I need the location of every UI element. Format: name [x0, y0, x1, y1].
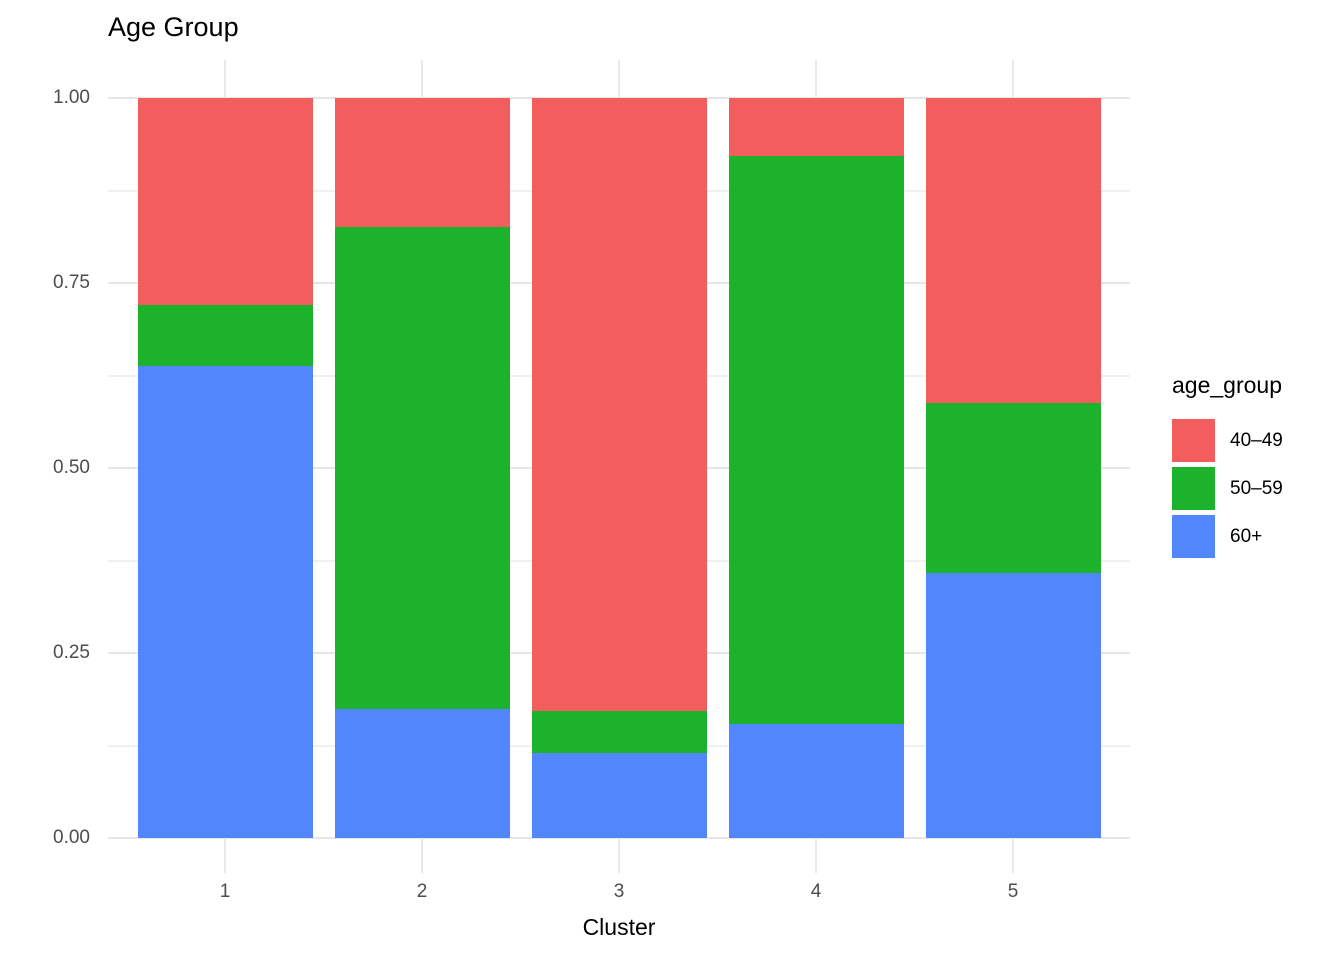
legend-key: 60+ — [1172, 515, 1283, 558]
bar-segment — [137, 305, 313, 366]
bar-segment — [334, 709, 510, 838]
bar-segment — [334, 98, 510, 227]
x-tick-label: 4 — [810, 881, 822, 902]
legend-swatch — [1172, 515, 1215, 558]
bar-segment — [728, 155, 904, 725]
legend-key: 40–49 — [1172, 419, 1283, 462]
bar-segment — [728, 98, 904, 156]
x-tick-label: 1 — [219, 881, 231, 902]
legend-swatch — [1172, 419, 1215, 462]
bar-segment — [531, 752, 707, 838]
x-axis-title: Cluster — [582, 914, 656, 940]
plot-panel — [108, 60, 1130, 873]
y-tick-label: 1.00 — [53, 87, 90, 108]
bar-segment — [728, 724, 904, 838]
y-tick-label: 0.75 — [53, 272, 90, 293]
bar-segment — [531, 98, 707, 711]
legend-title: age_group — [1172, 372, 1282, 398]
chart-title: Age Group — [108, 12, 239, 42]
bar-segment — [334, 226, 510, 710]
legend: age_group 40–49 50–59 60+ — [1172, 372, 1283, 563]
y-tick-label: 0.00 — [53, 827, 90, 848]
legend-keys: 40–49 50–59 60+ — [1172, 419, 1283, 563]
x-tick-label: 2 — [416, 881, 428, 902]
bar-segment — [925, 573, 1101, 838]
legend-label: 50–59 — [1230, 477, 1283, 499]
y-tick-label: 0.25 — [53, 642, 90, 663]
bar-segment — [925, 402, 1101, 574]
bar-segment — [531, 710, 707, 753]
bar-segment — [137, 98, 313, 306]
y-axis: 1.00 0.75 0.50 0.25 0.00 — [0, 60, 90, 873]
y-tick-label: 0.50 — [53, 457, 90, 478]
x-axis: 1 2 3 4 5 — [108, 880, 1130, 908]
legend-label: 60+ — [1230, 525, 1263, 547]
x-tick-label: 3 — [613, 881, 625, 902]
x-tick-label: 5 — [1007, 881, 1019, 902]
legend-label: 40–49 — [1230, 429, 1283, 451]
bar-segment — [137, 365, 313, 838]
legend-key: 50–59 — [1172, 467, 1283, 510]
legend-swatch — [1172, 467, 1215, 510]
bar-segment — [925, 98, 1101, 403]
